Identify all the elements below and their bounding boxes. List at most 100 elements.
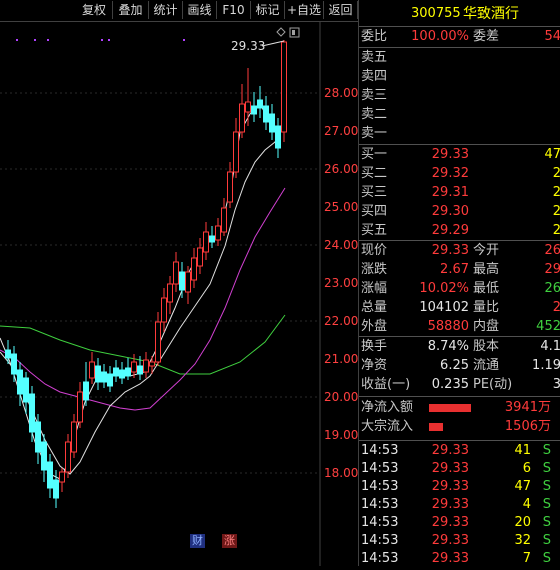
buy-level-row[interactable]: 买三 29.31 2	[359, 184, 560, 202]
tick-row[interactable]: 14:53 29.33 6 S	[359, 460, 560, 478]
divider	[359, 336, 560, 337]
f10-button[interactable]: F10	[217, 1, 251, 19]
quote-row: 涨幅 10.02% 最低 26	[359, 280, 560, 298]
limit-up-badge[interactable]: 涨	[222, 534, 237, 548]
kline-svg[interactable]: 29.33	[0, 22, 358, 566]
quote-value: 10.02%	[419, 281, 469, 296]
sell-level-row[interactable]: 卖二	[359, 106, 560, 124]
candle-body	[281, 41, 287, 133]
tick-row[interactable]: 14:53 29.33 4 S	[359, 496, 560, 514]
tick-volume: 32	[514, 533, 531, 548]
divider	[359, 47, 560, 48]
sell-level-row[interactable]: 卖三	[359, 87, 560, 105]
quote-value: 29	[544, 262, 560, 277]
buy-level-label: 买二	[361, 166, 388, 181]
tick-price: 29.33	[431, 497, 469, 512]
buy-level-row[interactable]: 买四 29.30 2	[359, 203, 560, 221]
candle-body	[107, 373, 113, 387]
buy-level-row[interactable]: 买二 29.32 2	[359, 165, 560, 183]
quote-label: 涨跌	[361, 262, 388, 277]
candle-body	[59, 471, 65, 483]
price-tick: 23.00	[324, 276, 359, 290]
quote-value: 104102	[419, 300, 469, 315]
buy-level-label: 买五	[361, 223, 388, 238]
kline-chart[interactable]: 29.33 28.00 27.00 26.00 25.00 24.00 23.0…	[0, 22, 358, 566]
sell-level-row[interactable]: 卖四	[359, 68, 560, 86]
sell-level-row[interactable]: 卖一	[359, 125, 560, 143]
tick-price: 29.33	[431, 479, 469, 494]
tick-volume: 4	[522, 497, 531, 512]
price-tick: 21.00	[324, 352, 359, 366]
buy-level-price: 29.33	[431, 147, 469, 162]
candle-body	[23, 377, 29, 403]
sell-level-label: 卖三	[361, 88, 388, 103]
quote-value: 58880	[427, 319, 469, 334]
candle-body	[227, 171, 233, 203]
tick-row[interactable]: 14:53 29.33 41 S	[359, 442, 560, 460]
candle-body	[119, 369, 125, 379]
buy-level-row[interactable]: 买一 29.33 47	[359, 146, 560, 164]
back-button[interactable]: 返回	[324, 1, 358, 19]
financial-badge[interactable]: 财	[190, 534, 205, 548]
candle-body	[251, 105, 257, 115]
chart-toolbar: 复权 叠加 统计 画线 F10 标记 +自选 返回	[0, 0, 358, 22]
tick-row[interactable]: 14:53 29.33 20 S	[359, 514, 560, 532]
buy-level-price: 29.29	[431, 223, 469, 238]
candle-body	[41, 441, 47, 471]
fuquan-button[interactable]: 复权	[76, 1, 113, 19]
sell-level-label: 卖二	[361, 107, 388, 122]
stock-name: 华致酒行	[463, 6, 519, 22]
tick-row[interactable]: 14:53 29.33 47 S	[359, 478, 560, 496]
capital-flow-row: 大宗流入 1506万	[359, 418, 560, 436]
buy-level-price: 29.32	[431, 166, 469, 181]
fundamental-value: 1.19	[532, 358, 560, 373]
stock-header: 300755 华致酒行	[359, 4, 560, 24]
candle-body	[113, 367, 119, 377]
tick-volume: 6	[522, 461, 531, 476]
buy-level-label: 买三	[361, 185, 388, 200]
panel-toggle-icon-inner	[292, 30, 295, 35]
tick-price: 29.33	[431, 443, 469, 458]
quote-label: 量比	[473, 300, 500, 315]
tick-time: 14:53	[361, 443, 399, 458]
diamond-icon[interactable]	[276, 27, 286, 37]
statistics-button[interactable]: 统计	[149, 1, 183, 19]
tick-side: S	[542, 497, 551, 512]
price-tick: 18.00	[324, 466, 359, 480]
tick-row[interactable]: 14:53 29.33 7 S	[359, 550, 560, 568]
tick-side: S	[542, 461, 551, 476]
weicha-label: 委差	[473, 29, 500, 44]
fundamental-value: 4.1	[540, 339, 560, 354]
buy-level-row[interactable]: 买五 29.29 2	[359, 222, 560, 240]
overlay-button[interactable]: 叠加	[113, 1, 149, 19]
tick-row[interactable]: 14:53 29.33 32 S	[359, 532, 560, 550]
candle-body	[137, 365, 143, 375]
high-annotation-arrow	[261, 40, 285, 47]
chart-grid	[0, 92, 320, 474]
candlesticks	[5, 40, 287, 508]
buy-level-volume: 2	[552, 223, 560, 238]
tick-volume: 47	[514, 479, 531, 494]
capital-flow-row: 净流入额 3941万	[359, 399, 560, 417]
candle-body	[47, 461, 53, 489]
tick-side: S	[542, 443, 551, 458]
fundamental-value: 0.235	[431, 377, 469, 392]
capital-flow-bar	[429, 423, 443, 431]
quote-value: 29.33	[431, 243, 469, 258]
ma20-line	[0, 187, 286, 411]
tick-price: 29.33	[431, 515, 469, 530]
ma5-line	[0, 97, 287, 481]
candle-body	[11, 353, 17, 375]
sell-level-row[interactable]: 卖五	[359, 49, 560, 67]
mark-button[interactable]: 标记	[251, 1, 285, 19]
draw-line-button[interactable]: 画线	[183, 1, 217, 19]
quote-label: 外盘	[361, 319, 388, 334]
quote-label: 内盘	[473, 319, 500, 334]
panel-toggle-icon[interactable]	[289, 27, 300, 38]
quote-row: 总量 104102 量比 2	[359, 299, 560, 317]
tick-time: 14:53	[361, 533, 399, 548]
candle-body	[83, 381, 89, 401]
ma60-line	[0, 314, 286, 375]
add-watchlist-button[interactable]: +自选	[285, 1, 324, 19]
high-price-annotation: 29.33	[231, 39, 265, 53]
